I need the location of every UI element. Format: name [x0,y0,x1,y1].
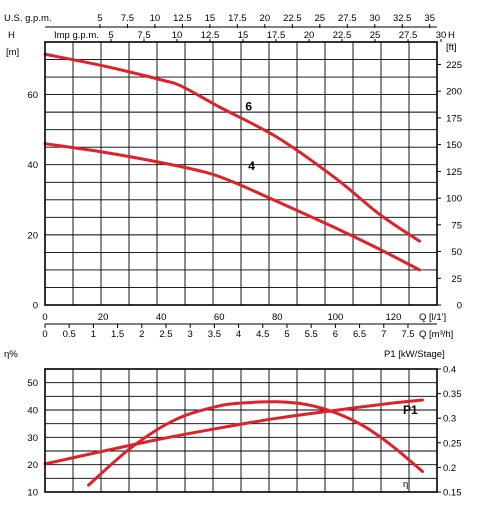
power-tick-label: 0.25 [443,438,462,449]
us-gpm-tick-label: 25 [315,13,326,24]
efficiency-chart-curves: P1 η [43,398,424,490]
imp-gpm-tick-label: 10 [172,30,183,41]
flow-m3h-tick-label: 7.5 [401,329,414,340]
eff-curve-label-p1: P1 [403,403,418,417]
head-curve-6 [43,52,422,243]
flow-m3h-tick-label: 5.5 [305,329,318,340]
imp-gpm-tick-label: 20 [304,30,315,41]
flow-m3h-tick-label: 4.5 [256,329,269,340]
flow-m3h-tick-label: 7 [381,329,386,340]
imp-gpm-tick-label: 7.5 [137,30,150,41]
flow-m3h-tick-label: 4 [236,329,241,340]
flow-lpm-tick-label: 60 [214,312,225,323]
imp-gpm-tick-label: 17.5 [267,30,286,41]
imp-gpm-tick-label: 25 [370,30,381,41]
head-ft-tick-label: 200 [446,87,462,98]
flow-m3h-tick-label: 6.5 [353,329,366,340]
flow-lpm-tick-label: 20 [98,312,109,323]
flow-m3h-tick-label: 6 [333,329,338,340]
head-ft-tick-label: 25 [451,274,462,285]
eff-curve-p1 [43,398,424,466]
head-curve-label-6: 6 [245,99,252,113]
flow-m3h-tick-label: 3.5 [208,329,221,340]
head-m-tick-label: 60 [27,90,38,101]
head-right-axis-letter: H [448,30,455,41]
head-ft-tick-label: 100 [446,194,462,205]
head-ft-tick-label: 175 [446,113,462,124]
head-right-axis-unit: [ft] [446,42,457,53]
efficiency-chart-ticks: η% 10 20 30 40 50 P1 [kW/Stage] 0.15 0.2 0.25 0.3 0… [4,349,462,499]
imp-gpm-tick-label: 22.5 [333,30,352,41]
eff-curve-label-eta: η [403,479,408,490]
us-gpm-axis-label: U.S. g.p.m. [4,13,52,24]
power-tick-label: 0.3 [443,414,456,425]
power-tick-label: 0.35 [443,389,462,400]
us-gpm-tick-label: 15 [205,13,216,24]
efficiency-tick-label: 40 [27,406,38,417]
head-chart-curves: 64 [43,52,422,272]
eff-curve-eta [87,400,424,487]
imp-gpm-tick-label: 5 [108,30,113,41]
head-m-tick-label: 40 [27,160,38,171]
flow-m3h-tick-label: 0.5 [63,329,76,340]
power-tick-label: 0.15 [443,488,462,499]
head-ft-tick-label: 225 [446,60,462,71]
us-gpm-tick-label: 10 [150,13,161,24]
us-gpm-tick-label: 20 [260,13,271,24]
head-m-tick-label: 20 [27,230,38,241]
power-axis-label: P1 [kW/Stage] [384,349,445,360]
flow-m3h-axis-label: Q [m³/h] [419,329,453,340]
flow-m3h-tick-label: 2 [139,329,144,340]
head-ft-tick-label: 150 [446,140,462,151]
us-gpm-tick-label: 7.5 [121,13,134,24]
power-tick-label: 0.4 [443,365,456,376]
efficiency-chart-grid [44,369,438,492]
us-gpm-tick-label: 27.5 [338,13,357,24]
flow-m3h-tick-label: 3 [188,329,193,340]
flow-lpm-tick-label: 40 [156,312,167,323]
flow-m3h-tick-label: 2.5 [159,329,172,340]
imp-gpm-tick-label: 27.5 [399,30,418,41]
efficiency-chart-frame [44,368,438,493]
efficiency-tick-label: 50 [27,378,38,389]
head-curve-4 [43,142,422,272]
flow-lpm-axis-label: Q [l/1'] [419,312,446,323]
us-gpm-tick-label: 17.5 [228,13,247,24]
head-left-axis-unit: [m] [6,47,19,58]
us-gpm-tick-label: 32.5 [393,13,412,24]
imp-gpm-tick-label: 15 [238,30,249,41]
head-chart-frame [44,41,438,306]
us-gpm-tick-label: 30 [369,13,380,24]
head-ft-tick-label: 50 [451,247,462,258]
flow-m3h-tick-label: 5 [284,329,289,340]
imp-gpm-tick-label: 12.5 [201,30,220,41]
imp-gpm-tick-label: 30 [436,30,447,41]
flow-lpm-tick-label: 80 [272,312,283,323]
head-ft-tick-label: 0 [457,301,462,312]
head-ft-tick-label: 125 [446,167,462,178]
head-left-axis-letter: H [8,30,15,41]
head-chart-ticks: U.S. g.p.m. 5 7.5 10 12.5 15 17.5 20 22.5 25 27.5 3… [4,13,462,340]
us-gpm-tick-label: 35 [424,13,435,24]
head-ft-tick-label: 75 [451,220,462,231]
efficiency-tick-label: 30 [27,433,38,444]
imp-gpm-axis-label: Imp g.p.m. [54,30,99,41]
flow-lpm-tick-label: 100 [327,312,343,323]
flow-m3h-tick-label: 1.5 [111,329,124,340]
us-gpm-tick-label: 22.5 [283,13,302,24]
flow-m3h-tick-label: 0 [42,329,47,340]
us-gpm-tick-label: 12.5 [173,13,192,24]
flow-lpm-tick-label: 0 [42,312,47,323]
head-curve-label-4: 4 [248,159,255,173]
efficiency-axis-label: η% [4,349,18,360]
flow-m3h-tick-label: 1 [91,329,96,340]
efficiency-tick-label: 20 [27,460,38,471]
head-chart-grid [44,42,438,305]
power-tick-label: 0.2 [443,463,456,474]
head-m-tick-label: 0 [33,301,38,312]
efficiency-tick-label: 10 [27,488,38,499]
us-gpm-tick-label: 5 [97,13,102,24]
flow-lpm-tick-label: 120 [386,312,402,323]
